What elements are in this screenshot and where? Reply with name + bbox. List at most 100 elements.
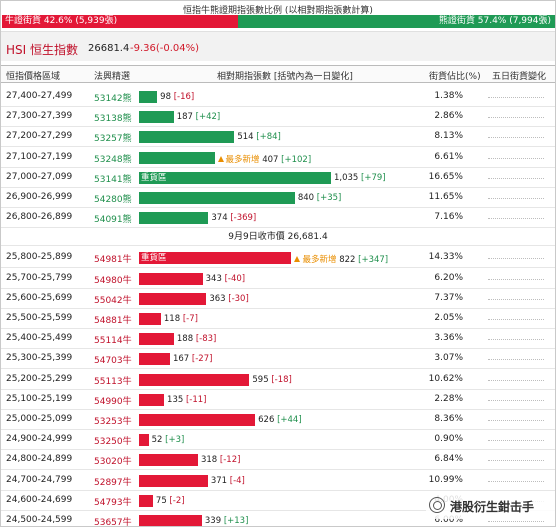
five-day-sparkline	[488, 188, 544, 208]
contracts-value: 371	[210, 475, 228, 486]
table-row: 25,700-25,799 54980牛 343 [-40] 6.20%	[1, 269, 555, 289]
warrant-code-link[interactable]: 53020牛	[94, 457, 132, 468]
contracts-text: 167 [-27]	[173, 354, 212, 364]
sparkline-baseline	[488, 198, 544, 199]
share-percent: 8.13%	[434, 131, 463, 142]
sparkline-baseline	[488, 137, 544, 139]
price-range: 24,600-24,699	[6, 494, 73, 505]
warrant-code-link[interactable]: 53253牛	[94, 417, 132, 427]
daily-change: [-30]	[228, 293, 249, 304]
contracts-text: 75 [-2]	[156, 496, 185, 506]
table-row: 25,800-25,899 54981牛 重貨區 最多新增 822 [+347] 14.…	[1, 248, 555, 269]
warrant-code-link[interactable]: 55114牛	[94, 336, 132, 347]
warrant-code-link[interactable]: 53250牛	[94, 437, 132, 448]
price-range: 25,600-25,699	[6, 292, 73, 303]
five-day-sparkline	[488, 148, 544, 168]
watermark: 港股衍生鉗击手	[426, 493, 555, 519]
daily-change: [-2]	[169, 495, 185, 506]
contracts-bar	[139, 515, 202, 526]
contracts-value: 188	[176, 334, 194, 345]
contracts-bar	[139, 474, 208, 487]
warrant-code-link[interactable]: 53657牛	[94, 518, 132, 527]
warrant-code-link[interactable]: 53142熊	[94, 94, 132, 104]
warrant-code-link[interactable]: 54280熊	[94, 195, 132, 205]
price-range: 26,800-26,899	[6, 212, 73, 223]
sparkline-baseline	[488, 97, 544, 98]
contracts-value: 339	[204, 516, 222, 526]
warrant-code-link[interactable]: 53138熊	[94, 114, 132, 125]
daily-change: [-12]	[219, 455, 241, 466]
contracts-bar	[139, 292, 207, 305]
sparkline-baseline	[488, 339, 544, 341]
contracts-value: 595	[252, 374, 269, 385]
sparkline-baseline	[488, 157, 544, 159]
daily-change: [+347]	[358, 255, 389, 266]
warrant-code-link[interactable]: 55042牛	[94, 295, 132, 306]
price-range: 25,000-25,099	[6, 414, 73, 424]
warrant-code-link[interactable]: 54990牛	[94, 396, 132, 407]
five-day-sparkline	[488, 208, 544, 228]
table-row: 25,500-25,599 54881牛 118 [-7] 2.05%	[1, 309, 555, 329]
sparkline-baseline	[488, 319, 544, 320]
most-new-badge: 最多新增	[294, 255, 337, 265]
contracts-value: 626	[258, 415, 275, 425]
warrant-code-link[interactable]: 52897牛	[94, 477, 132, 488]
contracts-text: 1,035 [+79]	[334, 173, 386, 183]
table-row: 24,800-24,899 53020牛 318 [-12] 6.84%	[1, 450, 555, 471]
contracts-value: 135	[167, 394, 184, 405]
contracts-bar	[139, 373, 250, 386]
column-header-share: 街貨佔比(%)	[429, 72, 481, 82]
daily-change: [+42]	[195, 112, 221, 123]
five-day-sparkline	[488, 450, 544, 470]
warrant-code-link[interactable]: 54793牛	[94, 497, 132, 508]
bear-ratio-segment: 熊證街貨 57.4% (7,994張)	[237, 15, 555, 28]
warrant-code-link[interactable]: 54091熊	[94, 215, 132, 226]
table-row: 25,400-25,499 55114牛 188 [-83] 3.36%	[1, 329, 555, 350]
daily-change: [+84]	[256, 132, 281, 143]
share-percent: 8.36%	[434, 414, 463, 424]
contracts-bar	[139, 272, 203, 285]
warrant-code-link[interactable]: 54981牛	[94, 255, 132, 266]
warrant-code-link[interactable]: 55113牛	[94, 376, 132, 387]
heavy-zone-label: 重貨區	[141, 172, 167, 183]
contracts-value: 187	[176, 112, 193, 123]
table-row: 27,400-27,499 53142熊 98 [-16] 1.38%	[1, 87, 555, 107]
sparkline-baseline	[488, 278, 544, 280]
sparkline-baseline	[488, 521, 544, 522]
contracts-value: 343	[205, 273, 222, 284]
contracts-value: 75	[155, 495, 167, 506]
price-range: 27,200-27,299	[6, 131, 73, 142]
contracts-text: 514 [+84]	[237, 132, 281, 142]
daily-change: [+3]	[165, 435, 185, 446]
warrant-code-link[interactable]: 53141熊	[94, 174, 132, 185]
warrant-code-link[interactable]: 53248熊	[94, 154, 132, 165]
contracts-text: 118 [-7]	[164, 314, 198, 324]
sparkline-baseline	[488, 480, 544, 482]
contracts-value: 167	[172, 354, 190, 365]
five-day-sparkline	[488, 349, 544, 369]
five-day-sparkline	[488, 410, 544, 430]
warrant-code-link[interactable]: 54881牛	[94, 316, 132, 326]
five-day-sparkline	[488, 289, 544, 309]
contracts-bar	[139, 91, 158, 103]
contracts-bar	[139, 414, 256, 426]
daily-change: [+79]	[361, 172, 386, 183]
index-change: -9.36(-0.04%)	[130, 43, 200, 54]
contracts-bar	[139, 353, 170, 366]
up-triangle-icon	[217, 155, 224, 162]
contracts-value: 118	[163, 314, 181, 324]
contracts-text: 98 [-16]	[160, 92, 194, 102]
price-range: 24,900-24,999	[6, 434, 73, 445]
warrant-code-link[interactable]: 54980牛	[94, 275, 132, 286]
daily-change: [+35]	[316, 193, 342, 203]
contracts-text: 371 [-4]	[211, 476, 245, 486]
warrant-code-link[interactable]: 54703牛	[94, 356, 132, 367]
warrant-code-link[interactable]: 53257熊	[94, 134, 132, 145]
index-name: HSI 恒生指數	[6, 43, 78, 57]
share-percent: 11.65%	[428, 192, 463, 202]
daily-change: [+102]	[281, 154, 312, 165]
contracts-text: 135 [-11]	[167, 395, 206, 405]
five-day-sparkline	[488, 511, 544, 526]
index-price: 26681.4	[88, 43, 130, 54]
table-row: 27,100-27,199 53248熊 最多新增 407 [+102] 6.61%	[1, 148, 555, 168]
